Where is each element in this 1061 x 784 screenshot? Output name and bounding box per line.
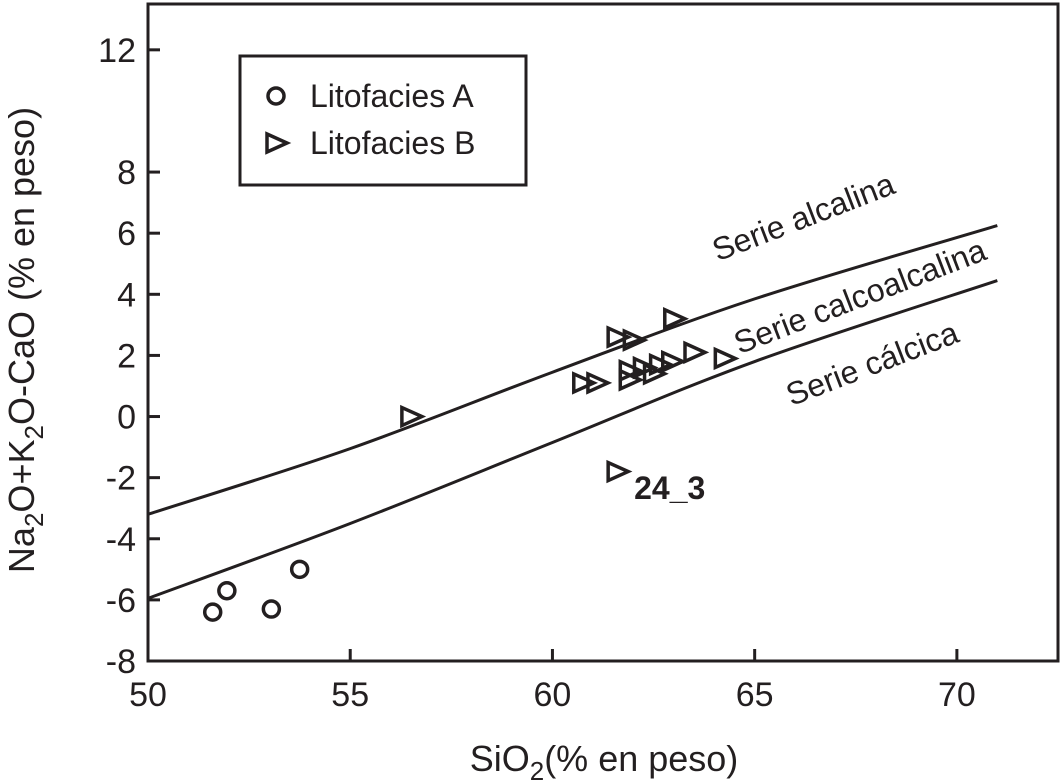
plot-frame bbox=[146, 2, 1060, 663]
legend-marker-circle bbox=[266, 86, 286, 106]
y-tick-label: -8 bbox=[106, 643, 136, 681]
point-litofacies-a bbox=[289, 559, 310, 580]
point-litofacies-b bbox=[622, 328, 649, 352]
y-tick-label: -6 bbox=[106, 582, 136, 620]
series-name-label: Serie alcalina bbox=[707, 166, 899, 269]
point-litofacies-b bbox=[400, 404, 427, 429]
legend-label-b: Litofacies B bbox=[310, 125, 475, 161]
y-tick-label: 6 bbox=[117, 215, 136, 253]
y-tick-label: -4 bbox=[106, 521, 136, 559]
point-litofacies-b bbox=[586, 371, 613, 395]
legend: Litofacies A Litofacies B bbox=[238, 54, 528, 187]
point-litofacies-a bbox=[261, 599, 282, 619]
y-tick-label: 0 bbox=[117, 399, 136, 437]
point-litofacies-b bbox=[572, 371, 599, 395]
sample-label: 24_3 bbox=[634, 470, 705, 506]
point-litofacies-b bbox=[683, 340, 710, 365]
x-tick-label: 55 bbox=[331, 676, 369, 714]
axis-ticks: 50 55 60 65 70 -8 -6 -4 -2 0 2 4 6 8 12 bbox=[98, 32, 976, 714]
y-tick-label: 2 bbox=[117, 337, 136, 375]
y-tick-label: 4 bbox=[117, 276, 136, 314]
point-litofacies-b bbox=[606, 459, 633, 484]
point-litofacies-b bbox=[713, 346, 740, 371]
y-axis-title: Na2O+K2O-CaO (% en peso) bbox=[1, 107, 49, 573]
legend-box bbox=[238, 54, 528, 187]
point-litofacies-b bbox=[606, 325, 633, 349]
series-boundary-curves bbox=[147, 224, 998, 600]
y-tick-label: -2 bbox=[106, 460, 136, 498]
x-tick-label: 70 bbox=[938, 676, 976, 714]
legend-label-a: Litofacies A bbox=[310, 78, 474, 114]
point-litofacies-b bbox=[648, 352, 675, 377]
x-tick-label: 50 bbox=[129, 676, 167, 714]
legend-marker-triangle bbox=[265, 131, 292, 155]
data-points bbox=[202, 307, 740, 622]
boundary-curve-1 bbox=[147, 279, 998, 600]
x-tick-label: 65 bbox=[736, 676, 774, 714]
point-litofacies-b bbox=[618, 368, 645, 392]
point-litofacies-b bbox=[642, 362, 669, 386]
point-litofacies-b bbox=[661, 349, 688, 374]
x-tick-label: 60 bbox=[534, 676, 572, 714]
y-tick-label: 12 bbox=[98, 32, 136, 70]
point-litofacies-a bbox=[202, 602, 223, 622]
boundary-curve-0 bbox=[147, 224, 998, 516]
point-litofacies-a bbox=[217, 580, 237, 601]
point-litofacies-b bbox=[663, 307, 690, 331]
y-tick-label: 8 bbox=[117, 154, 136, 192]
x-axis-title: SiO2(% en peso) bbox=[470, 738, 739, 784]
